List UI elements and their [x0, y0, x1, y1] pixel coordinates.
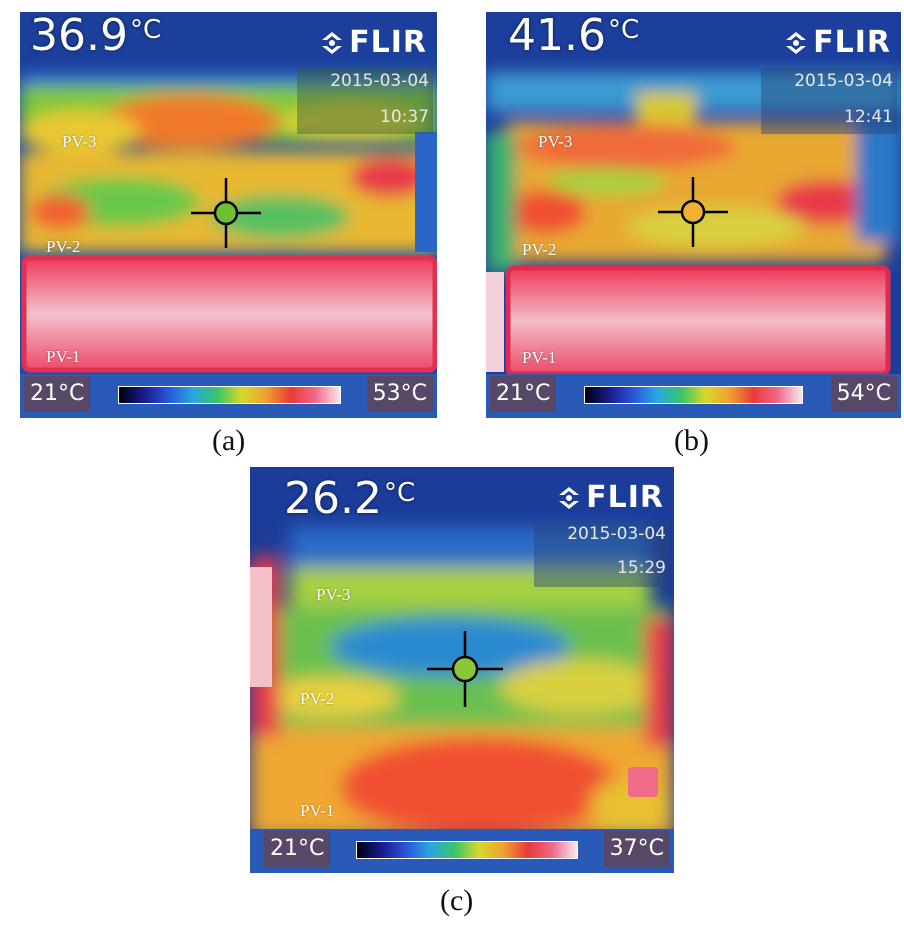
time-text: 15:29 — [617, 558, 666, 578]
flir-logo: FLIR — [321, 28, 427, 58]
scale-min-label: 21°C — [24, 376, 91, 412]
pv3-label: PV-3 — [538, 132, 573, 151]
center-temperature: 36.9°C — [30, 12, 162, 61]
scale-min-label: 21°C — [490, 376, 557, 412]
caption-c: (c) — [440, 884, 474, 917]
center-temperature: 41.6°C — [508, 12, 640, 61]
thermal-image-a: 36.9°C FLIR 2015-03-04 10:37 PV-3 PV-2 P… — [20, 12, 437, 418]
crosshair-icon — [658, 177, 728, 247]
flir-logo-icon — [786, 32, 807, 54]
timestamp: 2015-03-04 12:41 — [761, 68, 897, 134]
crosshair-icon — [191, 178, 261, 248]
center-temperature: 26.2°C — [284, 473, 416, 524]
pv2-label: PV-2 — [300, 689, 335, 708]
flir-logo: FLIR — [785, 28, 891, 58]
crosshair-icon — [427, 631, 503, 707]
date-text: 2015-03-04 — [330, 71, 429, 91]
flir-logo-icon — [559, 487, 580, 509]
time-text: 10:37 — [380, 107, 429, 127]
color-scale-bar — [118, 386, 341, 404]
thermal-image-b: 41.6°C FLIR 2015-03-04 12:41 PV-3 PV-2 P… — [486, 12, 901, 418]
scale-max-label: 53°C — [366, 376, 433, 412]
timestamp: 2015-03-04 15:29 — [534, 521, 670, 587]
pv2-label: PV-2 — [522, 240, 557, 259]
scale-max-label: 37°C — [603, 831, 670, 867]
date-text: 2015-03-04 — [567, 524, 666, 544]
scale-min-label: 21°C — [264, 831, 331, 867]
color-scale-bar — [356, 841, 578, 859]
thermal-image-c: 26.2°C FLIR 2015-03-04 15:29 PV-3 PV-2 P… — [250, 467, 674, 873]
pv3-label: PV-3 — [62, 132, 97, 151]
pv1-label: PV-1 — [522, 348, 557, 367]
timestamp: 2015-03-04 10:37 — [297, 68, 433, 134]
color-scale-bar — [584, 386, 803, 404]
flir-logo: FLIR — [558, 483, 664, 513]
time-text: 12:41 — [844, 107, 893, 127]
date-text: 2015-03-04 — [794, 71, 893, 91]
pv1-label: PV-1 — [46, 347, 81, 366]
scale-max-label: 54°C — [830, 376, 897, 412]
caption-a: (a) — [212, 424, 246, 457]
pv3-label: PV-3 — [316, 585, 351, 604]
pv2-label: PV-2 — [46, 237, 81, 256]
pv1-label: PV-1 — [300, 801, 335, 820]
flir-logo-icon — [322, 32, 343, 54]
caption-b: (b) — [674, 424, 709, 457]
